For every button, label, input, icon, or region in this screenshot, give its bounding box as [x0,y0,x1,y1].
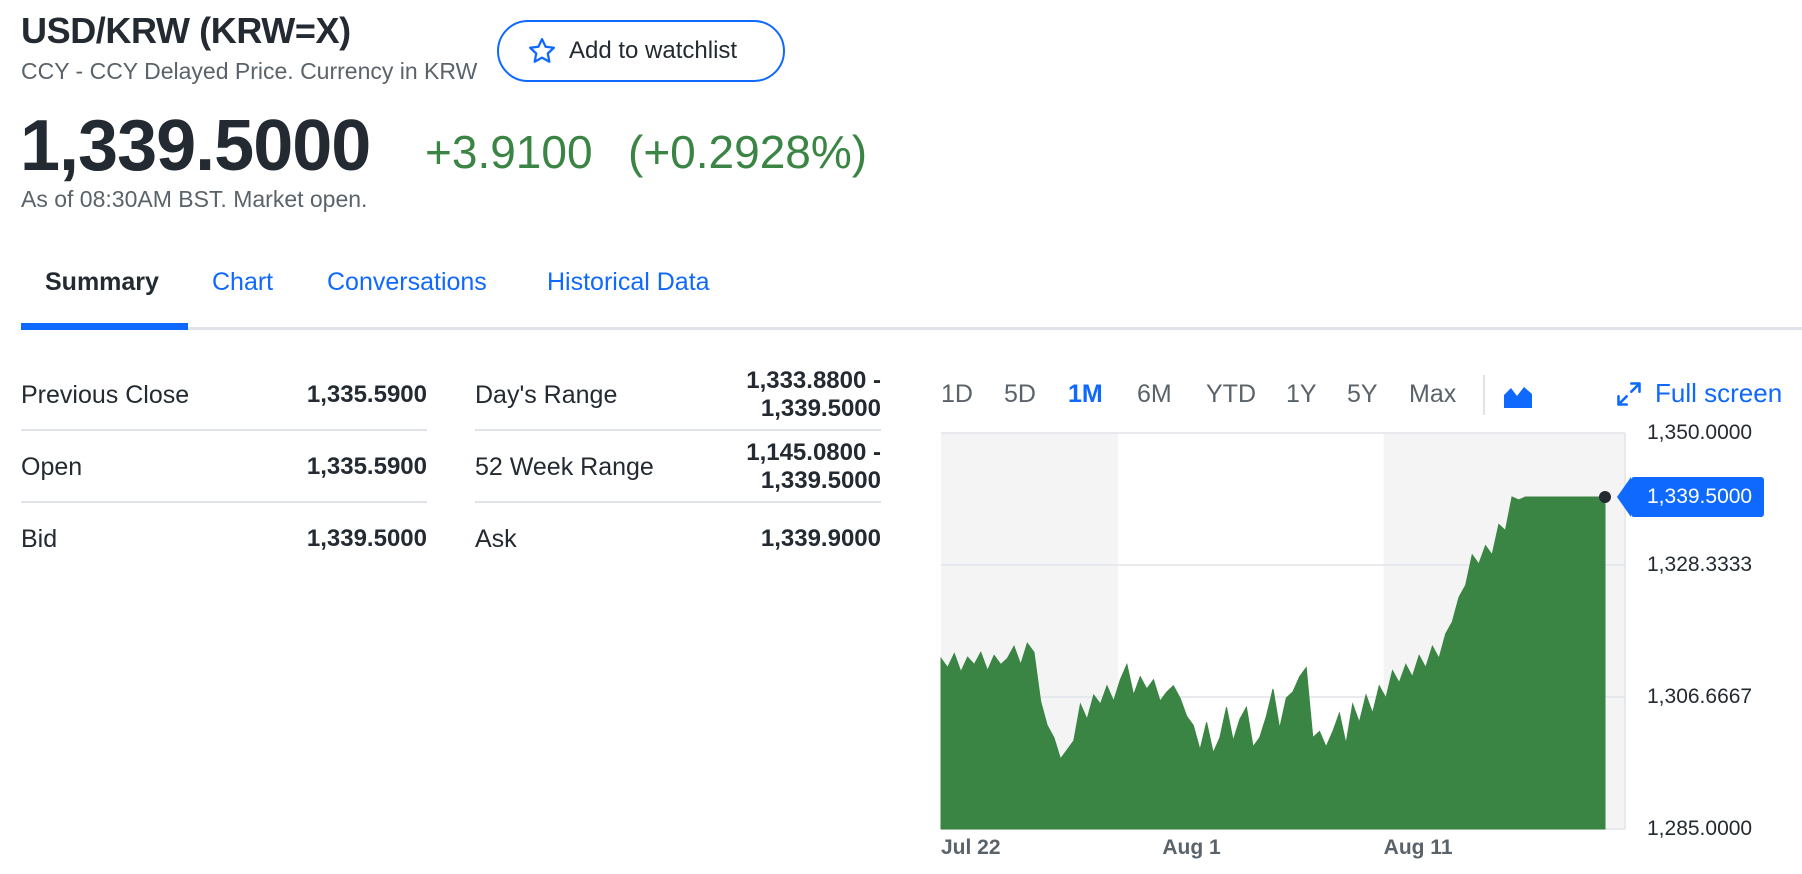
y-tick-label: 1,328.3333 [1647,553,1753,576]
x-tick-label: Aug 11 [1383,836,1453,859]
stat-row-52-week-range: 52 Week Range 1,145.0800 - 1,339.5000 [475,431,881,503]
stat-row-ask: Ask 1,339.9000 [475,503,881,575]
last-price-tag: 1,339.5000 [1616,476,1765,517]
full-screen-button[interactable]: Full screen [1615,378,1782,409]
last-price-marker [1599,490,1611,503]
y-tick-label: 1,306.6667 [1647,684,1753,708]
stat-row-open: Open 1,335.5900 [21,431,427,503]
stat-value-line1: 1,333.8800 - [746,367,881,394]
expand-icon [1617,381,1641,406]
stat-label: Bid [21,524,58,553]
quote-tabs: Summary Chart Conversations Historical D… [21,248,1802,330]
price-change-percent: (+0.2928%) [628,126,868,178]
tab-conversations[interactable]: Conversations [327,268,487,296]
range-1m-button[interactable]: 1M [1068,380,1103,408]
star-icon [529,38,555,63]
stat-value: 1,335.5900 [306,381,427,408]
watchlist-label: Add to watchlist [569,37,738,64]
current-price: 1,339.5000 [20,106,371,186]
add-to-watchlist-button[interactable]: Add to watchlist [497,20,785,82]
stat-row-bid: Bid 1,339.5000 [21,503,427,575]
controls-divider [1483,375,1485,415]
stat-value: 1,333.8800 - 1,339.5000 [746,359,881,431]
stat-label: Open [21,452,83,481]
area-chart-icon[interactable] [1503,383,1533,409]
stat-value-line1: 1,145.0800 - [746,439,881,466]
range-1y-button[interactable]: 1Y [1286,380,1317,408]
range-max-button[interactable]: Max [1409,380,1457,408]
range-6m-button[interactable]: 6M [1137,380,1172,408]
tab-chart[interactable]: Chart [212,268,274,296]
stat-label: Previous Close [21,380,190,409]
page-title: USD/KRW (KRW=X) [21,10,351,51]
tabs-divider [21,327,1802,330]
stat-label: Day's Range [475,380,618,409]
stat-label: Ask [475,524,517,553]
stat-row-days-range: Day's Range 1,333.8800 - 1,339.5000 [475,359,881,431]
tab-historical-data[interactable]: Historical Data [547,268,710,296]
stat-row-previous-close: Previous Close 1,335.5900 [21,359,427,431]
y-tick-label: 1,285.0000 [1647,817,1753,840]
range-1d-button[interactable]: 1D [941,380,973,408]
x-tick-label: Aug 1 [1162,836,1221,859]
x-tick-label: Jul 22 [941,836,1001,859]
range-ytd-button[interactable]: YTD [1206,380,1256,408]
stat-value: 1,335.5900 [306,453,427,480]
chart-area-series [940,496,1606,830]
stat-value-line1: 1,339.9000 [760,525,881,552]
stat-value: 1,339.9000 [761,503,881,575]
stat-value: 1,145.0800 - 1,339.5000 [746,431,881,503]
range-5y-button[interactable]: 5Y [1347,380,1378,408]
full-screen-label: Full screen [1655,378,1783,408]
range-5d-button[interactable]: 5D [1004,380,1036,408]
chart-shaded-region [941,433,1119,829]
price-change: +3.9100 [425,126,593,178]
stat-value: 1,339.5000 [306,525,427,552]
stat-value-line2: 1,339.5000 [760,467,881,494]
as-of-timestamp: As of 08:30AM BST. Market open. [21,186,368,212]
stat-value-line2: 1,339.5000 [760,395,881,422]
active-tab-indicator [21,323,188,330]
y-tick-label: 1,350.0000 [1647,421,1753,444]
tab-summary[interactable]: Summary [45,268,159,296]
chart-shaded-region [1383,433,1625,829]
stat-label: 52 Week Range [475,452,654,481]
quote-subtitle: CCY - CCY Delayed Price. Currency in KRW [21,58,478,84]
